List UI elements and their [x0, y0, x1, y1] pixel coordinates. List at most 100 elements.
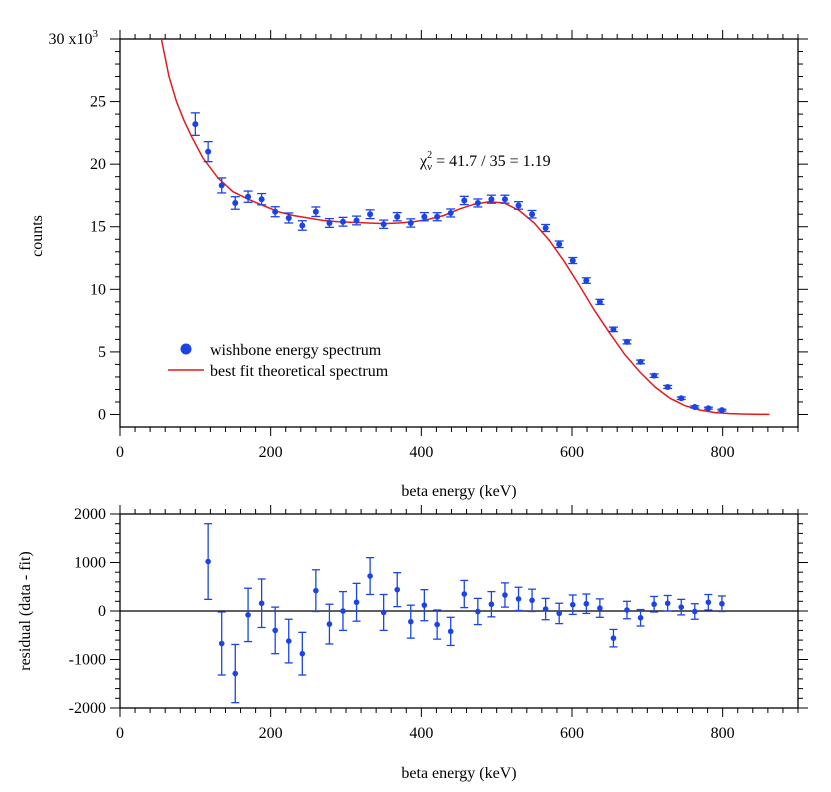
- fit-layer: [160, 38, 770, 416]
- y-tick-label: 0: [98, 406, 106, 423]
- residual-point: [258, 600, 265, 607]
- residual-point: [719, 600, 725, 607]
- chi-subscript: ν: [427, 161, 432, 173]
- residual-point: [232, 670, 239, 677]
- chi-value: = 41.7 / 35 = 1.19: [432, 153, 551, 170]
- residual-point: [475, 608, 481, 615]
- spectrum-point: [434, 213, 441, 220]
- residual-point: [299, 650, 306, 657]
- legend: wishbone energy spectrum best fit theore…: [168, 342, 389, 380]
- spectrum-point: [380, 221, 387, 228]
- residual-point: [285, 638, 292, 644]
- residual-points-layer: [204, 523, 726, 704]
- spectrum-point: [488, 196, 495, 203]
- y-tick-label: 20: [90, 156, 106, 173]
- residual-point: [245, 612, 251, 618]
- residual-point: [664, 600, 671, 607]
- x-tick-label: 400: [409, 725, 433, 742]
- spectrum-point: [339, 218, 346, 225]
- spectrum-point: [258, 196, 265, 203]
- residual-point: [705, 599, 712, 606]
- y-tick-label: 15: [90, 219, 106, 236]
- chi-square-annotation: χν2 = 41.7 / 35 = 1.19: [419, 150, 551, 173]
- spectrum-point: [664, 383, 671, 390]
- legend-data-marker: [180, 343, 192, 355]
- x-tick-label: 200: [259, 444, 283, 461]
- residual-point: [461, 591, 468, 597]
- residual-point: [691, 608, 698, 615]
- spectrum-point: [705, 405, 712, 412]
- y-tick-label: 25: [90, 94, 106, 111]
- spectrum-frame: [119, 38, 799, 428]
- spectrum-point: [232, 199, 239, 206]
- residual-point: [542, 606, 549, 612]
- spectrum-point: [461, 197, 468, 204]
- residual-xlabel: beta energy (keV): [401, 765, 516, 782]
- residual-point: [326, 621, 333, 627]
- fit-curve: [160, 38, 770, 416]
- spectrum-point: [610, 326, 617, 333]
- spectrum-ylabel: counts: [29, 215, 46, 257]
- residual-point: [447, 628, 454, 635]
- residual-point: [515, 596, 522, 602]
- spectrum-point: [718, 407, 725, 414]
- residual-point: [556, 610, 562, 617]
- spectrum-point: [245, 193, 252, 200]
- residual-point: [434, 621, 440, 628]
- spectrum-point: [205, 148, 212, 155]
- residual-point: [583, 600, 590, 607]
- spectrum-point: [623, 338, 630, 345]
- spectrum-point: [556, 241, 563, 248]
- spectrum-point: [542, 224, 549, 231]
- spectrum-point: [407, 219, 414, 226]
- spectrum-point: [218, 182, 225, 189]
- spectrum-point: [651, 372, 658, 379]
- residual-point: [529, 597, 535, 604]
- x-tick-label: 200: [259, 725, 283, 742]
- residual-point: [610, 635, 617, 641]
- x-tick-label: 800: [711, 725, 735, 742]
- y-multiplier-base: 30 x10: [49, 31, 93, 48]
- chi-symbol: χ: [419, 153, 428, 170]
- y-tick-label: 2000: [74, 506, 106, 523]
- residual-point: [651, 601, 657, 608]
- spectrum-point: [312, 208, 319, 215]
- y-tick-label: 0: [98, 603, 106, 620]
- y-tick-label: -1000: [69, 652, 106, 669]
- y-multiplier: 30 x103: [49, 28, 99, 48]
- residual-point: [340, 608, 346, 614]
- spectrum-point: [285, 214, 292, 221]
- spectrum-xlabel: beta energy (keV): [401, 483, 516, 500]
- spectrum-point: [421, 213, 428, 220]
- residual-point: [367, 573, 373, 579]
- x-tick-label: 800: [711, 444, 735, 461]
- residual-point: [488, 601, 495, 608]
- spectrum-point: [353, 217, 360, 224]
- spectrum-points-layer: [190, 112, 727, 414]
- spectrum-point: [474, 199, 481, 206]
- residual-point: [421, 602, 428, 608]
- spectrum-point: [367, 211, 374, 218]
- spectrum-point: [569, 257, 576, 264]
- residual-point: [569, 601, 576, 608]
- residual-point: [597, 605, 603, 611]
- residual-point: [624, 607, 630, 613]
- legend-fit-label: best fit theoretical spectrum: [210, 363, 389, 380]
- residual-point: [353, 599, 360, 606]
- spectrum-point: [394, 213, 401, 220]
- x-tick-label: 0: [116, 725, 124, 742]
- spectrum-point: [192, 121, 199, 128]
- spectrum-point: [691, 403, 698, 410]
- residual-point: [407, 618, 414, 625]
- spectrum-point: [299, 222, 306, 229]
- spectrum-point: [637, 358, 644, 365]
- y-tick-label: 10: [90, 281, 106, 298]
- spectrum-ticks: 0 200 400 600 800 0 5 10 15 20 25: [90, 30, 808, 461]
- residual-point: [218, 640, 225, 647]
- spectrum-point: [272, 208, 279, 215]
- y-multiplier-exp: 3: [93, 28, 99, 40]
- y-tick-label: 1000: [74, 555, 106, 572]
